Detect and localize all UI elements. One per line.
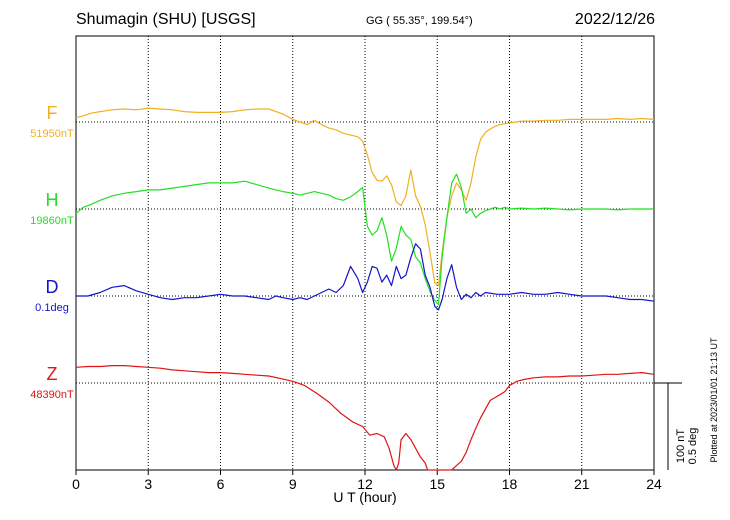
x-tick-label: 3 [144,476,152,492]
component-letter-h: H [46,190,59,210]
x-tick-label: 15 [429,476,445,492]
plotted-timestamp: Plotted at 2023/01/01 21:13 UT [709,337,719,463]
component-letter-f: F [47,103,58,123]
x-tick-label: 6 [217,476,225,492]
x-tick-label: 12 [357,476,373,492]
x-tick-label: 24 [646,476,662,492]
scale-bar: 100 nT 0.5 deg [654,382,699,470]
x-tick-label: 18 [502,476,518,492]
series-line-d [76,243,655,311]
component-baseline-h: 19860nT [30,215,74,227]
grid-lines [76,36,654,470]
station-coordinates: GG ( 55.35°, 199.54°) [366,15,473,27]
x-tick-label: 9 [289,476,297,492]
series-line-z [75,365,655,471]
component-letter-z: Z [47,364,58,384]
x-axis-label: U T (hour) [333,489,396,505]
series-line-h [75,173,654,306]
component-labels: F 51950nT H 19860nT D 0.1deg Z 48390nT [30,103,74,401]
component-baseline-f: 51950nT [30,128,74,140]
component-letter-d: D [46,277,59,297]
series-line-f [75,107,655,287]
component-baseline-d: 0.1deg [35,302,69,314]
x-axis: 0 3 6 9 12 15 18 21 24 [72,470,662,492]
scale-bar-deg: 0.5 deg [687,428,699,465]
chart-date: 2022/12/26 [575,11,655,28]
x-tick-label: 0 [72,476,80,492]
scale-bar-nt: 100 nT [675,429,687,464]
data-traces [75,107,655,471]
component-baseline-z: 48390nT [30,389,74,401]
x-tick-label: 21 [574,476,590,492]
chart-title: Shumagin (SHU) [USGS] [76,11,256,28]
